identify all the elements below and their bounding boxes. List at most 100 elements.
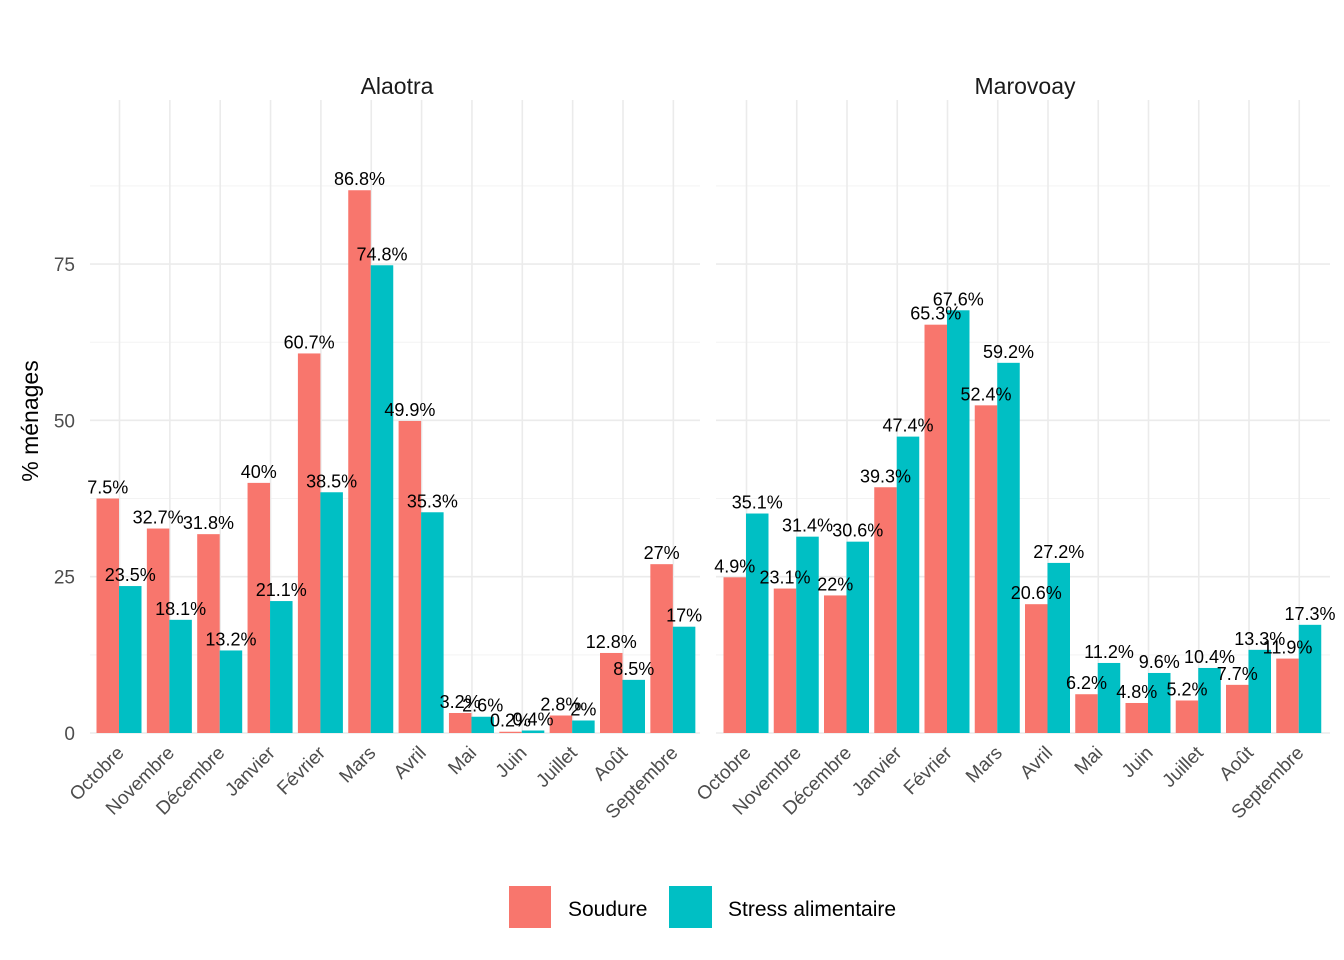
data-label-stress-alimentaire-juin: 0.4%	[513, 709, 554, 729]
data-label-soudure-septembre: 27%	[644, 543, 680, 563]
data-label-stress-alimentaire-janvier: 47.4%	[882, 416, 933, 436]
bar-soudure-janvier	[874, 487, 897, 733]
bar-stress-alimentaire-avril	[421, 512, 444, 733]
x-tick-label: Juin	[492, 743, 531, 782]
panel-alaotra: Alaotra 7.5% 23.5% 32.7% 18.1% 31.8% 13.2% 40% 2…	[66, 73, 702, 823]
data-label-stress-alimentaire-novembre: 18.1%	[155, 599, 206, 619]
legend: Soudure Stress alimentaire	[509, 886, 896, 928]
y-tick-label: 50	[54, 411, 75, 432]
bar-stress-alimentaire-decembre	[846, 541, 869, 733]
bar-stress-alimentaire-octobre	[119, 586, 142, 733]
x-tick-label: Février	[273, 742, 330, 799]
bar-soudure-mars	[974, 405, 998, 733]
data-label-stress-alimentaire-aout: 13.3%	[1234, 629, 1285, 649]
data-label-soudure-mai: 6.2%	[1066, 673, 1107, 693]
bar-stress-alimentaire-juin	[521, 730, 545, 733]
bar-soudure-juillet	[1175, 700, 1199, 733]
panel-marovoay: Marovoay 4.9% 35.1% 23.1% 31.4% 22% 30.6% 39.3%…	[693, 73, 1336, 823]
data-label-soudure-fevrier: 60.7%	[284, 332, 335, 352]
bar-stress-alimentaire-aout	[1248, 649, 1271, 733]
data-label-stress-alimentaire-decembre: 13.2%	[205, 629, 256, 649]
data-label-soudure-juin: 0.2%	[490, 711, 531, 731]
bar-soudure-decembre	[824, 595, 847, 733]
bar-soudure-septembre	[1276, 658, 1299, 733]
data-label-stress-alimentaire-octobre: 23.5%	[105, 565, 156, 585]
bar-soudure-aout	[1226, 684, 1249, 733]
bar-stress-alimentaire-juillet	[572, 720, 595, 733]
data-label-soudure-fevrier: 65.3%	[910, 304, 961, 324]
bar-stress-alimentaire-septembre	[672, 626, 696, 733]
data-label-soudure-octobre: 4.9%	[714, 556, 755, 576]
data-label-stress-alimentaire-juillet: 10.4%	[1184, 647, 1235, 667]
data-label-stress-alimentaire-octobre: 35.1%	[732, 493, 783, 513]
data-label-stress-alimentaire-aout: 8.5%	[613, 659, 654, 679]
data-label-stress-alimentaire-novembre: 31.4%	[782, 516, 833, 536]
bar-stress-alimentaire-aout	[622, 679, 645, 733]
data-label-stress-alimentaire-septembre: 17%	[666, 606, 702, 626]
bar-stress-alimentaire-fevrier	[947, 310, 970, 733]
x-tick-label: Juillet	[1159, 742, 1209, 792]
bar-stress-alimentaire-mai	[471, 716, 494, 733]
legend-label-soudure: Soudure	[568, 898, 647, 921]
bar-stress-alimentaire-mars	[997, 362, 1020, 733]
panel-title: Marovoay	[975, 73, 1076, 99]
bar-soudure-juin	[1125, 702, 1148, 733]
bar-soudure-aout	[600, 652, 623, 733]
data-label-stress-alimentaire-fevrier: 38.5%	[306, 471, 357, 491]
bar-soudure-avril	[1025, 604, 1048, 733]
data-label-soudure-avril: 49.9%	[384, 400, 435, 420]
bar-stress-alimentaire-janvier	[896, 436, 920, 733]
data-label-stress-alimentaire-janvier: 21.1%	[256, 580, 307, 600]
data-label-soudure-avril: 20.6%	[1011, 583, 1062, 603]
bar-stress-alimentaire-decembre	[219, 650, 243, 733]
legend-swatch-soudure	[509, 886, 551, 928]
data-label-soudure-juin: 4.8%	[1116, 682, 1157, 702]
x-tick-label: Mai	[1071, 743, 1108, 780]
x-tick-label: Mars	[962, 743, 1007, 788]
bar-soudure-septembre	[650, 564, 673, 733]
x-tick-label: Janvier	[848, 742, 907, 801]
x-tick-label: Janvier	[221, 742, 280, 801]
bar-soudure-juillet	[549, 715, 573, 733]
bar-stress-alimentaire-mars	[370, 265, 394, 733]
bar-soudure-juin	[499, 731, 522, 733]
bar-soudure-janvier	[247, 482, 271, 733]
x-tick-label: Juillet	[532, 742, 582, 792]
data-label-soudure-decembre: 22%	[817, 574, 853, 594]
data-label-soudure-mars: 52.4%	[960, 384, 1011, 404]
data-label-soudure-juillet: 2.8%	[540, 694, 581, 714]
bar-stress-alimentaire-fevrier	[320, 492, 343, 733]
legend-label-stress-alimentaire: Stress alimentaire	[728, 898, 896, 921]
bar-soudure-fevrier	[924, 324, 947, 733]
y-axis-title: % ménages	[17, 360, 43, 481]
bar-soudure-avril	[398, 420, 422, 733]
data-label-soudure-novembre: 23.1%	[759, 568, 810, 588]
data-label-soudure-octobre: 7.5%	[87, 478, 128, 498]
data-label-soudure-janvier: 40%	[241, 462, 277, 482]
legend-swatch-stress-alimentaire	[669, 886, 712, 928]
y-tick-label: 0	[64, 724, 75, 745]
x-tick-label: Août	[1216, 742, 1259, 785]
data-label-stress-alimentaire-juin: 9.6%	[1139, 652, 1180, 672]
data-label-stress-alimentaire-avril: 35.3%	[407, 491, 458, 511]
bar-stress-alimentaire-septembre	[1298, 624, 1322, 733]
data-label-stress-alimentaire-mars: 74.8%	[356, 244, 407, 264]
data-label-stress-alimentaire-mai: 2.6%	[462, 696, 503, 716]
x-tick-label: Juin	[1118, 743, 1157, 782]
x-tick-label: Avril	[390, 743, 431, 784]
data-label-soudure-septembre: 11.9%	[1263, 638, 1313, 658]
bar-stress-alimentaire-novembre	[169, 619, 192, 733]
y-tick-label: 25	[54, 568, 75, 589]
data-label-stress-alimentaire-juillet: 2%	[570, 699, 596, 719]
bar-soudure-fevrier	[297, 353, 321, 733]
bar-soudure-octobre	[723, 577, 746, 733]
panels: Alaotra 7.5% 23.5% 32.7% 18.1% 31.8% 13.2% 40% 2…	[54, 73, 1336, 823]
data-label-soudure-mai: 3.2%	[440, 692, 481, 712]
data-label-soudure-aout: 7.7%	[1217, 664, 1258, 684]
data-label-stress-alimentaire-fevrier: 67.6%	[933, 289, 984, 309]
data-label-soudure-decembre: 31.8%	[183, 513, 234, 533]
bar-soudure-novembre	[773, 588, 797, 733]
x-tick-label: Février	[900, 742, 957, 799]
bar-stress-alimentaire-octobre	[746, 513, 769, 733]
